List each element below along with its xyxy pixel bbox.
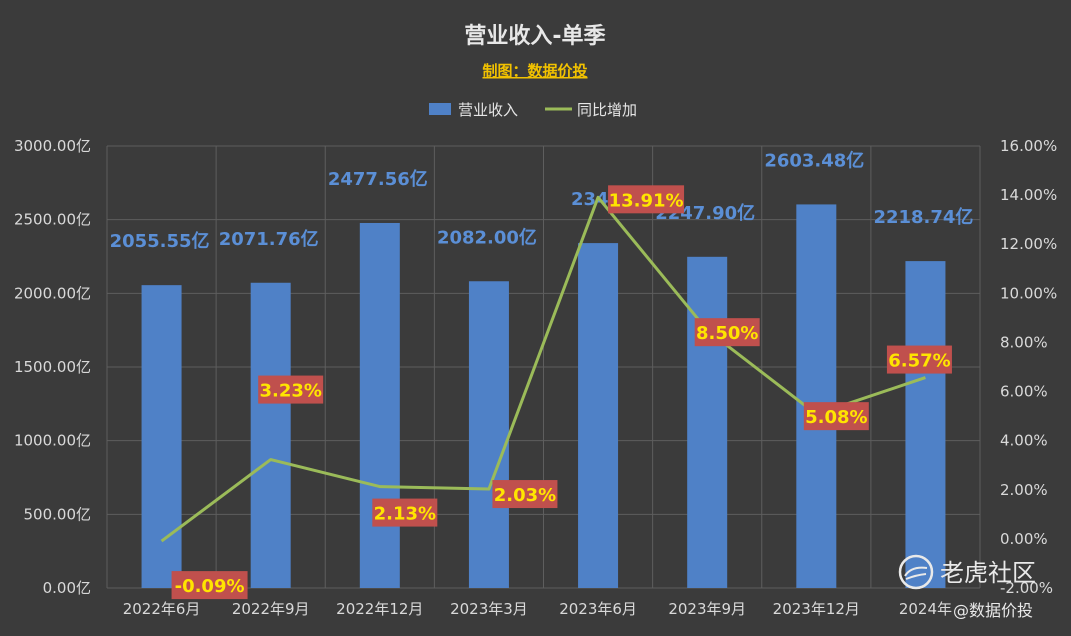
tiger-logo-icon — [898, 554, 934, 590]
legend-bar-swatch — [429, 103, 451, 115]
y-right-tick-label: 12.00% — [1000, 235, 1057, 253]
yoy-value-label: 8.50% — [696, 323, 758, 344]
y-left-tick-label: 1500.00亿 — [14, 358, 91, 376]
x-tick-label: 2023年3月 — [450, 600, 528, 618]
revenue-value-label: 2082.00亿 — [437, 226, 537, 248]
x-tick-label: 2024年 — [899, 600, 952, 618]
yoy-label-box — [171, 571, 248, 600]
watermark-logo-text: 老虎社区 — [940, 559, 1036, 587]
yoy-line — [160, 195, 926, 543]
yoy-value-label: 3.23% — [259, 381, 321, 402]
yoy-label-box — [803, 402, 869, 431]
watermark: 老虎社区 @数据价投 — [898, 554, 1036, 620]
y-right-tick-label: -2.00% — [1000, 579, 1053, 597]
bar-data-labels: 2055.55亿 2071.76亿2477.56亿2082.00亿23412247… — [110, 149, 974, 252]
y-right-tick-label: 10.00% — [1000, 284, 1057, 302]
yoy-label-box — [492, 480, 558, 509]
legend-yoy-label: 同比增加 — [577, 101, 637, 119]
yoy-value-label: -0.09% — [175, 576, 245, 597]
revenue-bar — [359, 222, 400, 588]
line-data-labels: -0.09% 3.23% 2.13% 2.03% 13.91% 8.50% 5.08% 6.5… — [171, 185, 952, 600]
y-right-tick-label: 6.00% — [1000, 383, 1048, 401]
yoy-label-box — [694, 318, 760, 347]
revenue-bar — [905, 261, 946, 588]
x-axis: 2022年6月 2022年9月 2022年12月 2023年3月 2023年6月 2023… — [123, 600, 952, 618]
gridlines — [106, 145, 981, 589]
watermark-handle: @数据价投 — [953, 601, 1033, 620]
revenue-value-label: 2603.48亿 — [764, 149, 864, 171]
revenue-bar — [250, 282, 291, 588]
yoy-label-box — [372, 498, 438, 527]
yoy-label-box — [886, 345, 952, 374]
x-tick-label: 2023年12月 — [773, 600, 860, 618]
y-left-tick-label: 2000.00亿 — [14, 284, 91, 302]
legend: 营业收入 同比增加 — [429, 101, 637, 119]
revenue-value-label: 2055.55亿 — [110, 230, 210, 252]
yoy-value-label: 13.91% — [609, 190, 684, 211]
revenue-value-label: 2071.76亿 — [219, 228, 319, 250]
x-tick-label: 2023年6月 — [559, 600, 637, 618]
chart-subtitle: 制图：数据价投 — [482, 62, 587, 80]
revenue-bar — [468, 281, 509, 588]
y-right-tick-label: 16.00% — [1000, 137, 1057, 155]
x-tick-label: 2023年9月 — [668, 600, 746, 618]
tiger-logo-stripes-icon — [904, 566, 928, 580]
y-left-tick-label: 1000.00亿 — [14, 432, 91, 450]
y-left-tick-label: 0.00亿 — [43, 579, 91, 597]
y-left-tick-label: 3000.00亿 — [14, 137, 91, 155]
y-left-tick-label: 500.00亿 — [24, 505, 92, 523]
y-right-tick-label: 0.00% — [1000, 530, 1048, 548]
chart-title: 营业收入-单季 — [464, 23, 605, 49]
legend-revenue-label: 营业收入 — [458, 101, 518, 119]
y-axis-right: -2.00% 0.00% 2.00% 4.00% 6.00% 8.00% 10.00% 12.… — [1000, 137, 1057, 597]
revenue-bar — [687, 256, 728, 588]
y-right-tick-label: 2.00% — [1000, 481, 1048, 499]
bar-series — [141, 204, 946, 589]
y-left-tick-label: 2500.00亿 — [14, 211, 91, 229]
revenue-value-label: 2477.56亿 — [328, 168, 428, 190]
y-axis-left: 0.00亿 500.00亿 1000.00亿 1500.00亿 2000.00亿 2500… — [14, 137, 91, 597]
x-tick-label: 2022年9月 — [232, 600, 310, 618]
revenue-bar — [578, 243, 619, 589]
y-right-tick-label: 14.00% — [1000, 186, 1057, 204]
yoy-label-box — [258, 375, 324, 404]
yoy-value-label: 6.57% — [888, 351, 950, 372]
revenue-value-label: 2218.74亿 — [873, 206, 973, 228]
revenue-bar — [796, 204, 837, 589]
yoy-value-label: 2.13% — [374, 504, 436, 525]
y-right-tick-label: 8.00% — [1000, 333, 1048, 351]
yoy-label-box — [608, 185, 685, 214]
revenue-bar — [141, 285, 182, 588]
x-tick-label: 2022年6月 — [123, 600, 201, 618]
x-tick-label: 2022年12月 — [336, 600, 423, 618]
yoy-value-label: 5.08% — [805, 407, 867, 428]
y-right-tick-label: 4.00% — [1000, 432, 1048, 450]
line-series — [160, 195, 926, 543]
yoy-value-label: 2.03% — [494, 485, 556, 506]
